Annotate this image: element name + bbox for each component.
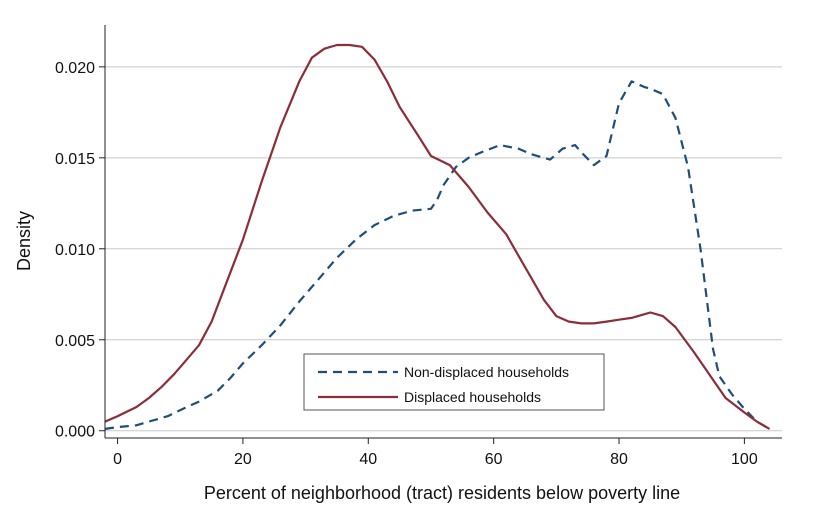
legend-label-non-displaced: Non-displaced households bbox=[404, 364, 569, 380]
y-tick-label: 0.010 bbox=[55, 242, 95, 259]
y-axis-label: Density bbox=[14, 211, 34, 271]
series-line-non-displaced bbox=[104, 80, 771, 430]
x-tick-label: 60 bbox=[485, 451, 503, 468]
gridlines bbox=[105, 66, 782, 432]
x-tick-label: 80 bbox=[610, 451, 628, 468]
x-axis-label: Percent of neighborhood (tract) resident… bbox=[204, 483, 680, 503]
axes: 0.000 0.005 0.010 0.015 0.020 0 20 40 60 80 100 bbox=[55, 25, 782, 468]
legend-box bbox=[303, 353, 605, 411]
x-tick-label: 40 bbox=[359, 451, 377, 468]
series-line-displaced bbox=[104, 43, 771, 430]
y-tick-label: 0.015 bbox=[55, 151, 95, 168]
x-tick-label: 0 bbox=[113, 451, 122, 468]
x-tick-label: 20 bbox=[234, 451, 252, 468]
legend-label-displaced: Displaced households bbox=[404, 389, 541, 405]
y-tick-label: 0.020 bbox=[55, 60, 95, 77]
series-lines bbox=[104, 43, 771, 430]
legend: Non-displaced households Displaced house… bbox=[303, 353, 605, 411]
x-tick-label: 100 bbox=[731, 451, 758, 468]
y-tick-label: 0.000 bbox=[55, 424, 95, 441]
y-tick-label: 0.005 bbox=[55, 333, 95, 350]
